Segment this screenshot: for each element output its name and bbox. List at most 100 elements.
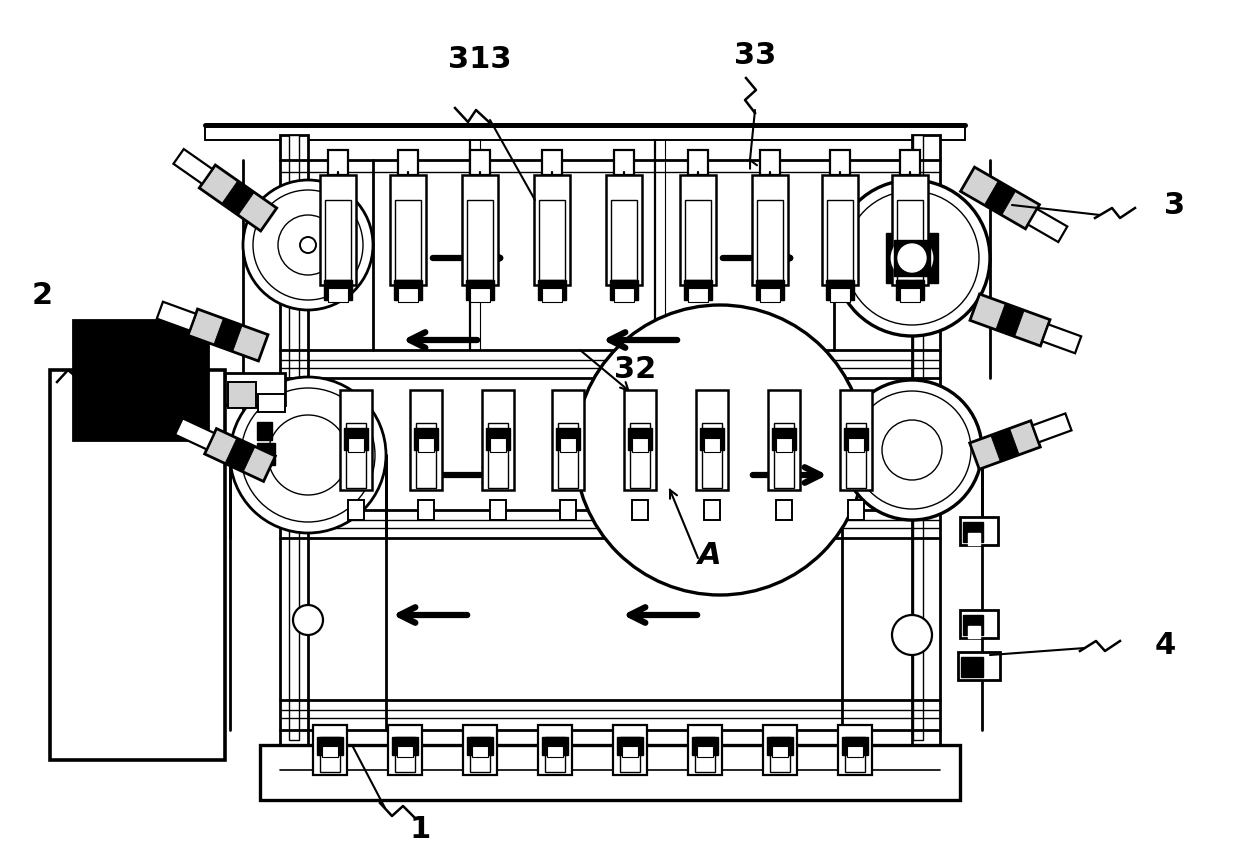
Bar	[396, 737, 415, 772]
Bar	[614, 150, 634, 175]
Bar	[694, 737, 715, 772]
Bar	[620, 737, 640, 772]
Bar	[630, 423, 650, 488]
Bar	[78, 390, 123, 430]
Bar	[348, 438, 365, 452]
Bar	[463, 175, 498, 285]
Bar	[560, 438, 577, 452]
Polygon shape	[1042, 325, 1081, 354]
Bar	[892, 175, 928, 285]
Bar	[760, 288, 780, 302]
Polygon shape	[188, 309, 268, 361]
Bar	[320, 737, 340, 772]
Circle shape	[253, 190, 363, 300]
Bar	[704, 438, 720, 452]
Bar	[847, 746, 863, 757]
Bar	[688, 725, 722, 775]
Bar	[560, 500, 577, 520]
Circle shape	[293, 605, 322, 635]
Bar	[348, 500, 365, 520]
Bar	[827, 200, 853, 280]
Polygon shape	[985, 181, 1016, 215]
Bar	[763, 725, 797, 775]
Bar	[467, 200, 494, 280]
Circle shape	[575, 305, 866, 595]
Bar	[289, 135, 299, 740]
Bar	[960, 517, 998, 545]
Circle shape	[882, 420, 942, 480]
Polygon shape	[970, 294, 1050, 346]
Bar	[391, 175, 427, 285]
Bar	[558, 423, 578, 488]
Circle shape	[842, 380, 982, 520]
Bar	[396, 200, 422, 280]
Bar	[224, 373, 285, 405]
Bar	[751, 175, 787, 285]
Bar	[624, 390, 656, 490]
Bar	[963, 615, 983, 635]
Bar	[684, 200, 711, 280]
Bar	[911, 135, 940, 745]
Circle shape	[835, 180, 990, 336]
Bar	[466, 280, 494, 300]
Bar	[546, 737, 565, 772]
Circle shape	[853, 391, 971, 509]
Text: 2: 2	[31, 280, 52, 309]
Polygon shape	[1028, 209, 1068, 242]
Polygon shape	[156, 302, 196, 331]
Bar	[768, 390, 800, 490]
Bar	[680, 175, 715, 285]
Bar	[960, 610, 998, 638]
Bar	[542, 288, 562, 302]
Bar	[704, 500, 720, 520]
Polygon shape	[213, 319, 242, 352]
Circle shape	[243, 180, 373, 310]
Bar	[257, 422, 272, 440]
Bar	[822, 175, 858, 285]
Bar	[614, 288, 634, 302]
Bar	[467, 737, 494, 755]
Polygon shape	[961, 167, 1039, 229]
Bar	[397, 746, 413, 757]
Bar	[838, 725, 872, 775]
Circle shape	[278, 215, 339, 275]
Bar	[50, 370, 224, 760]
Bar	[702, 423, 722, 488]
Bar	[756, 200, 782, 280]
Bar	[324, 280, 352, 300]
Bar	[773, 428, 796, 450]
Text: A: A	[698, 540, 722, 569]
Bar	[611, 200, 637, 280]
Bar	[768, 737, 794, 755]
Bar	[73, 320, 208, 440]
Bar	[280, 135, 308, 745]
Bar	[961, 657, 983, 677]
Bar	[398, 288, 418, 302]
Bar	[398, 150, 418, 175]
Bar	[539, 200, 565, 280]
Bar	[774, 423, 794, 488]
Bar	[470, 150, 490, 175]
Polygon shape	[991, 429, 1019, 462]
Bar	[959, 652, 999, 680]
Polygon shape	[222, 181, 254, 216]
Bar	[701, 428, 724, 450]
Bar	[95, 340, 155, 390]
Bar	[418, 500, 434, 520]
Bar	[258, 394, 285, 412]
Bar	[618, 737, 644, 755]
Circle shape	[892, 615, 932, 655]
Bar	[489, 423, 508, 488]
Bar	[848, 500, 864, 520]
Circle shape	[241, 388, 374, 522]
Bar	[542, 737, 568, 755]
Bar	[538, 725, 572, 775]
Bar	[394, 280, 422, 300]
Circle shape	[844, 191, 980, 325]
Polygon shape	[224, 438, 255, 472]
Polygon shape	[174, 149, 212, 184]
Bar	[900, 288, 920, 302]
Bar	[697, 746, 713, 757]
Polygon shape	[205, 429, 275, 481]
Bar	[418, 438, 434, 452]
